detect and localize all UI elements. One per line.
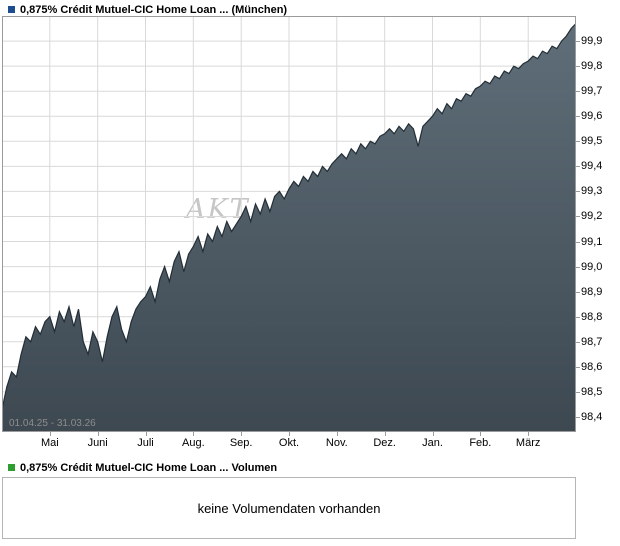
y-axis-label: 99,6	[581, 110, 603, 123]
price-legend: 0,875% Crédit Mutuel-CIC Home Loan ... (…	[0, 0, 620, 16]
y-axis-label: 99,1	[581, 235, 603, 248]
y-axis-tick	[576, 291, 580, 293]
y-axis-tick	[576, 341, 580, 343]
x-axis-label: Mai	[40, 437, 59, 449]
y-axis-tick	[576, 191, 580, 193]
x-axis-tick	[528, 432, 530, 436]
x-axis-label: März	[515, 437, 541, 449]
y-axis-tick	[576, 91, 580, 93]
price-chart	[2, 16, 576, 432]
y-axis-tick	[576, 241, 580, 243]
y-axis-label: 98,4	[581, 410, 603, 423]
x-axis-label: Sep.	[229, 437, 253, 449]
volume-legend: 0,875% Crédit Mutuel-CIC Home Loan ... V…	[0, 458, 620, 474]
y-axis-tick	[576, 266, 580, 268]
y-axis-label: 99,3	[581, 185, 603, 198]
x-axis-tick	[193, 432, 195, 436]
x-axis-label: Jan.	[422, 437, 443, 449]
x-axis-label: Juni	[87, 437, 108, 449]
x-axis-label: Juli	[137, 437, 154, 449]
x-axis-tick	[145, 432, 147, 436]
y-axis-label: 99,7	[581, 85, 603, 98]
y-axis-label: 99,2	[581, 210, 603, 223]
price-chart-title: 0,875% Crédit Mutuel-CIC Home Loan ... (…	[20, 3, 288, 16]
volume-chart-title: 0,875% Crédit Mutuel-CIC Home Loan ... V…	[20, 461, 278, 474]
y-axis-label: 99,4	[581, 160, 603, 173]
y-axis-label: 98,7	[581, 335, 603, 348]
volume-legend-square-icon	[8, 464, 15, 471]
y-axis-tick	[576, 316, 580, 318]
y-axis-tick	[576, 66, 580, 68]
x-axis-tick	[97, 432, 99, 436]
y-axis-tick	[576, 366, 580, 368]
x-axis-tick	[289, 432, 290, 436]
y-axis-label: 99,9	[581, 35, 603, 48]
y-axis-label: 98,6	[581, 360, 603, 373]
y-axis-tick	[576, 41, 580, 43]
x-axis-label: Nov.	[325, 437, 348, 449]
x-axis-label: Okt.	[278, 437, 300, 449]
volume-box: keine Volumendaten vorhanden	[2, 477, 576, 539]
watermark: AKT	[186, 194, 250, 225]
date-range-label: 01.04.25 - 31.03.26	[9, 418, 96, 429]
x-axis-tick	[49, 432, 51, 436]
y-axis-tick	[576, 391, 580, 393]
price-legend-square-icon	[8, 6, 15, 13]
x-axis-tick	[480, 432, 482, 436]
x-axis-tick	[241, 432, 243, 436]
x-axis-tick	[384, 432, 386, 436]
y-axis-label: 98,9	[581, 285, 603, 298]
no-volume-message: keine Volumendaten vorhanden	[197, 500, 381, 516]
y-axis-label: 98,8	[581, 310, 603, 323]
y-axis-tick	[576, 216, 580, 218]
price-panel: 0,875% Crédit Mutuel-CIC Home Loan ... (…	[0, 0, 620, 449]
y-axis-tick	[576, 141, 580, 143]
volume-panel: 0,875% Crédit Mutuel-CIC Home Loan ... V…	[0, 458, 620, 539]
x-axis-tick	[432, 432, 434, 436]
y-axis-tick	[576, 166, 580, 168]
y-axis-label: 99,5	[581, 135, 603, 148]
x-axis-label: Aug.	[182, 437, 205, 449]
x-axis-label: Dez.	[373, 437, 396, 449]
y-axis-label: 99,0	[581, 260, 603, 273]
y-axis-tick	[576, 416, 580, 418]
y-axis-label: 98,5	[581, 385, 603, 398]
y-axis-tick	[576, 116, 580, 118]
y-axis-label: 99,8	[581, 60, 603, 73]
x-axis-tick	[336, 432, 338, 436]
x-axis-label: Feb.	[469, 437, 492, 449]
